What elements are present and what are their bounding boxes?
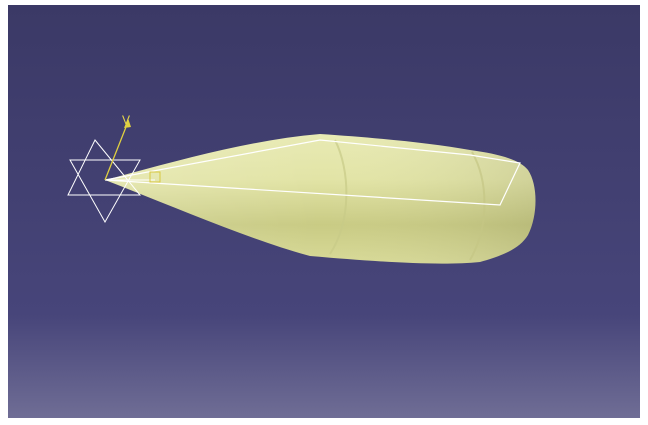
v-axis-arrow	[124, 118, 131, 128]
wireframe	[104, 139, 521, 206]
axis-system	[67, 139, 155, 224]
axis-triangle	[67, 139, 142, 196]
body-shading	[105, 134, 536, 264]
axis-triangle	[69, 159, 141, 224]
face-edge	[469, 151, 486, 261]
v-axis	[104, 121, 129, 181]
origin-marker	[149, 171, 161, 183]
axis-label: V	[122, 113, 130, 127]
